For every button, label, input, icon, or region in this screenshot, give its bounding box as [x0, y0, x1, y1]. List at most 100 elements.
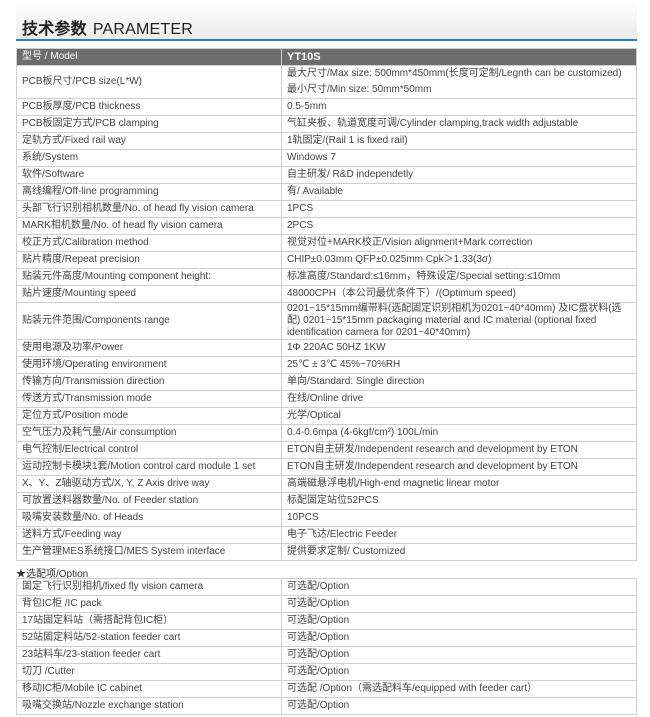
row-label: 定位方式/Position mode [16, 407, 282, 425]
table-row: 背包IC柜 /IC pack 可选配/Option [16, 595, 637, 613]
table-row: 吸嘴安装数量/No. of Heads 10PCS [16, 509, 637, 527]
row-value: 视觉对位+MARK校正/Vision alignment+Mark correc… [281, 234, 637, 252]
table-row: 系统/System Windows 7 [16, 149, 637, 167]
page-title: 技术参数 PARAMETER [22, 15, 193, 39]
table-row: 软件/Software 自主研发/ R&D independetly [16, 166, 637, 184]
row-value: Windows 7 [281, 149, 637, 167]
row-label: 传送方式/Transmission mode [16, 390, 282, 408]
table-row: 贴装元件范围/Components range 0201~15*15mm编带料(选… [16, 302, 637, 340]
table-row: 吸嘴交换站/Nozzle exchange station 可选配/Option [16, 697, 637, 715]
options-table: 固定飞行识别相机/fixed fly vision camera 可选配/Opti… [16, 578, 637, 715]
row-value-line: 最大尺寸/Max size: 500mm*450mm(长度可定制/Legnth … [287, 68, 622, 79]
table-row: 贴片速度/Mounting speed 48000CPH（本公司最优条件下）/(O… [16, 285, 637, 303]
table-row: 贴装元件高度/Mounting component height: 标准高度/St… [16, 268, 637, 286]
table-row: 生产管理MES系统接口/MES System interface 提供要求定制/ … [16, 543, 637, 561]
row-label: 吸嘴交换站/Nozzle exchange station [16, 697, 282, 715]
row-label: 传输方向/Transmission direction [16, 373, 282, 391]
row-label: 校正方式/Calibration method [16, 234, 282, 252]
table-row: 移动IC柜/Mobile IC cabinet 可选配 /Option（需选配料车… [16, 680, 637, 698]
row-value: 25℃ ± 3℃ 45%~70%RH [281, 356, 637, 374]
table-row: 17站固定料站（需搭配背包IC柜） 可选配/Option [16, 612, 637, 630]
table-row: MARK相机数量/No. of head fly vision camera 2P… [16, 217, 637, 235]
row-value: 可选配/Option [281, 595, 637, 613]
row-label: 贴装元件高度/Mounting component height: [16, 268, 282, 286]
row-label: X、Y、Z轴驱动方式/X, Y, Z Axis drive way [16, 475, 282, 493]
row-label: 移动IC柜/Mobile IC cabinet [16, 680, 282, 698]
row-label: 空气压力及耗气量/Air consumption [16, 424, 282, 442]
row-value: 可选配/Option [281, 629, 637, 647]
table-row: 送料方式/Feeding way 电子飞达/Electric Feeder [16, 526, 637, 544]
header-model-value: YT10S [281, 48, 637, 66]
row-label: 送料方式/Feeding way [16, 526, 282, 544]
row-value: 气缸夹板、轨道宽度可调/Cylinder clamping,track widt… [281, 115, 637, 133]
table-row: 52站固定料站/52-station feeder cart 可选配/Option [16, 629, 637, 647]
title-cn: 技术参数 [22, 21, 87, 38]
table-header-row: 型号 / Model YT10S [16, 48, 637, 66]
row-label: 软件/Software [16, 166, 282, 184]
row-label: 生产管理MES系统接口/MES System interface [16, 543, 282, 561]
table-row: 23站料车/23-station feeder cart 可选配/Option [16, 646, 637, 664]
row-value-line: 最小尺寸/Min size: 50mm*50mm [287, 84, 432, 95]
row-value: 标准高度/Standard:≤16mm，特殊设定/Special setting… [281, 268, 637, 286]
table-row: 运动控制卡模块1套/Motion control card module 1 s… [16, 458, 637, 476]
table-row: 传输方向/Transmission direction 单向/Standard: … [16, 373, 637, 391]
row-value: 可选配/Option [281, 663, 637, 681]
row-value: 高端磁悬浮电机/High-end magnetic linear motor [281, 475, 637, 493]
row-label: 贴片精度/Repeat precision [16, 251, 282, 269]
row-value: 48000CPH（本公司最优条件下）/(Optimum speed) [281, 285, 637, 303]
row-label: 17站固定料站（需搭配背包IC柜） [16, 612, 282, 630]
row-value: 光学/Optical [281, 407, 637, 425]
table-row: 头部飞行识别相机数量/No. of head fly vision camera… [16, 200, 637, 218]
row-label: 定轨方式/Fixed rail way [16, 132, 282, 150]
row-label: 固定飞行识别相机/fixed fly vision camera [16, 578, 282, 596]
row-label: PCB板尺寸/PCB size(L*W) [16, 65, 282, 99]
parameter-table: 型号 / Model YT10S PCB板尺寸/PCB size(L*W) 最大尺… [16, 48, 637, 561]
row-value: 10PCS [281, 509, 637, 527]
table-row: 切刀 /Cutter 可选配/Option [16, 663, 637, 681]
row-label: 23站料车/23-station feeder cart [16, 646, 282, 664]
row-value: CHIP±0.03mm QFP±0.025mm Cpk＞1.33(3σ) [281, 251, 637, 269]
row-label: 贴装元件范围/Components range [16, 302, 282, 340]
table-row: PCB板厚度/PCB thickness 0.5-5mm [16, 98, 637, 116]
row-label: 切刀 /Cutter [16, 663, 282, 681]
row-value: 2PCS [281, 217, 637, 235]
row-label: 吸嘴安装数量/No. of Heads [16, 509, 282, 527]
table-row: PCB板固定方式/PCB clamping 气缸夹板、轨道宽度可调/Cylinde… [16, 115, 637, 133]
row-value: 单向/Standard: Single direction [281, 373, 637, 391]
table-row: 传送方式/Transmission mode 在线/Online drive [16, 390, 637, 408]
title-en: PARAMETER [92, 21, 193, 38]
row-value: 有/ Available [281, 183, 637, 201]
table-row: X、Y、Z轴驱动方式/X, Y, Z Axis drive way 高端磁悬浮电机… [16, 475, 637, 493]
row-label: 贴片速度/Mounting speed [16, 285, 282, 303]
table-row: 固定飞行识别相机/fixed fly vision camera 可选配/Opti… [16, 578, 637, 596]
row-label: PCB板固定方式/PCB clamping [16, 115, 282, 133]
row-value: 0201~15*15mm编带料(选配固定识别相机为0201~40*40mm) 及… [281, 302, 637, 340]
row-value: 1Φ 220AC 50HZ 1KW [281, 339, 637, 357]
row-value: ETON自主研发/Independent research and develo… [281, 441, 637, 459]
row-label: 离线编程/Off-line programming [16, 183, 282, 201]
row-label: PCB板厚度/PCB thickness [16, 98, 282, 116]
row-label: 使用电源及功率/Power [16, 339, 282, 357]
row-value: 最大尺寸/Max size: 500mm*450mm(长度可定制/Legnth … [281, 65, 637, 99]
row-label: 系统/System [16, 149, 282, 167]
row-label: MARK相机数量/No. of head fly vision camera [16, 217, 282, 235]
table-row: 可放置送料器数量/No. of Feeder station 标配固定站位52PC… [16, 492, 637, 510]
section-header: 技术参数 PARAMETER [16, 0, 637, 41]
table-row: 电气控制/Electrical control ETON自主研发/Independ… [16, 441, 637, 459]
table-row: PCB板尺寸/PCB size(L*W) 最大尺寸/Max size: 500mm… [16, 65, 637, 99]
row-label: 可放置送料器数量/No. of Feeder station [16, 492, 282, 510]
row-label: 52站固定料站/52-station feeder cart [16, 629, 282, 647]
header-label: 型号 / Model [16, 48, 282, 66]
row-label: 使用环境/Operating environment [16, 356, 282, 374]
row-value: 可选配/Option [281, 612, 637, 630]
row-value: 标配固定站位52PCS [281, 492, 637, 510]
table-row: 空气压力及耗气量/Air consumption 0.4-0.6mpa (4-6k… [16, 424, 637, 442]
row-label: 运动控制卡模块1套/Motion control card module 1 s… [16, 458, 282, 476]
table-row: 贴片精度/Repeat precision CHIP±0.03mm QFP±0.0… [16, 251, 637, 269]
row-label: 背包IC柜 /IC pack [16, 595, 282, 613]
row-value: 可选配 /Option（需选配料车/equipped with feeder c… [281, 680, 637, 698]
table-row: 使用环境/Operating environment 25℃ ± 3℃ 45%~7… [16, 356, 637, 374]
row-value: 自主研发/ R&D independetly [281, 166, 637, 184]
table-row: 离线编程/Off-line programming 有/ Available [16, 183, 637, 201]
row-value: 1PCS [281, 200, 637, 218]
